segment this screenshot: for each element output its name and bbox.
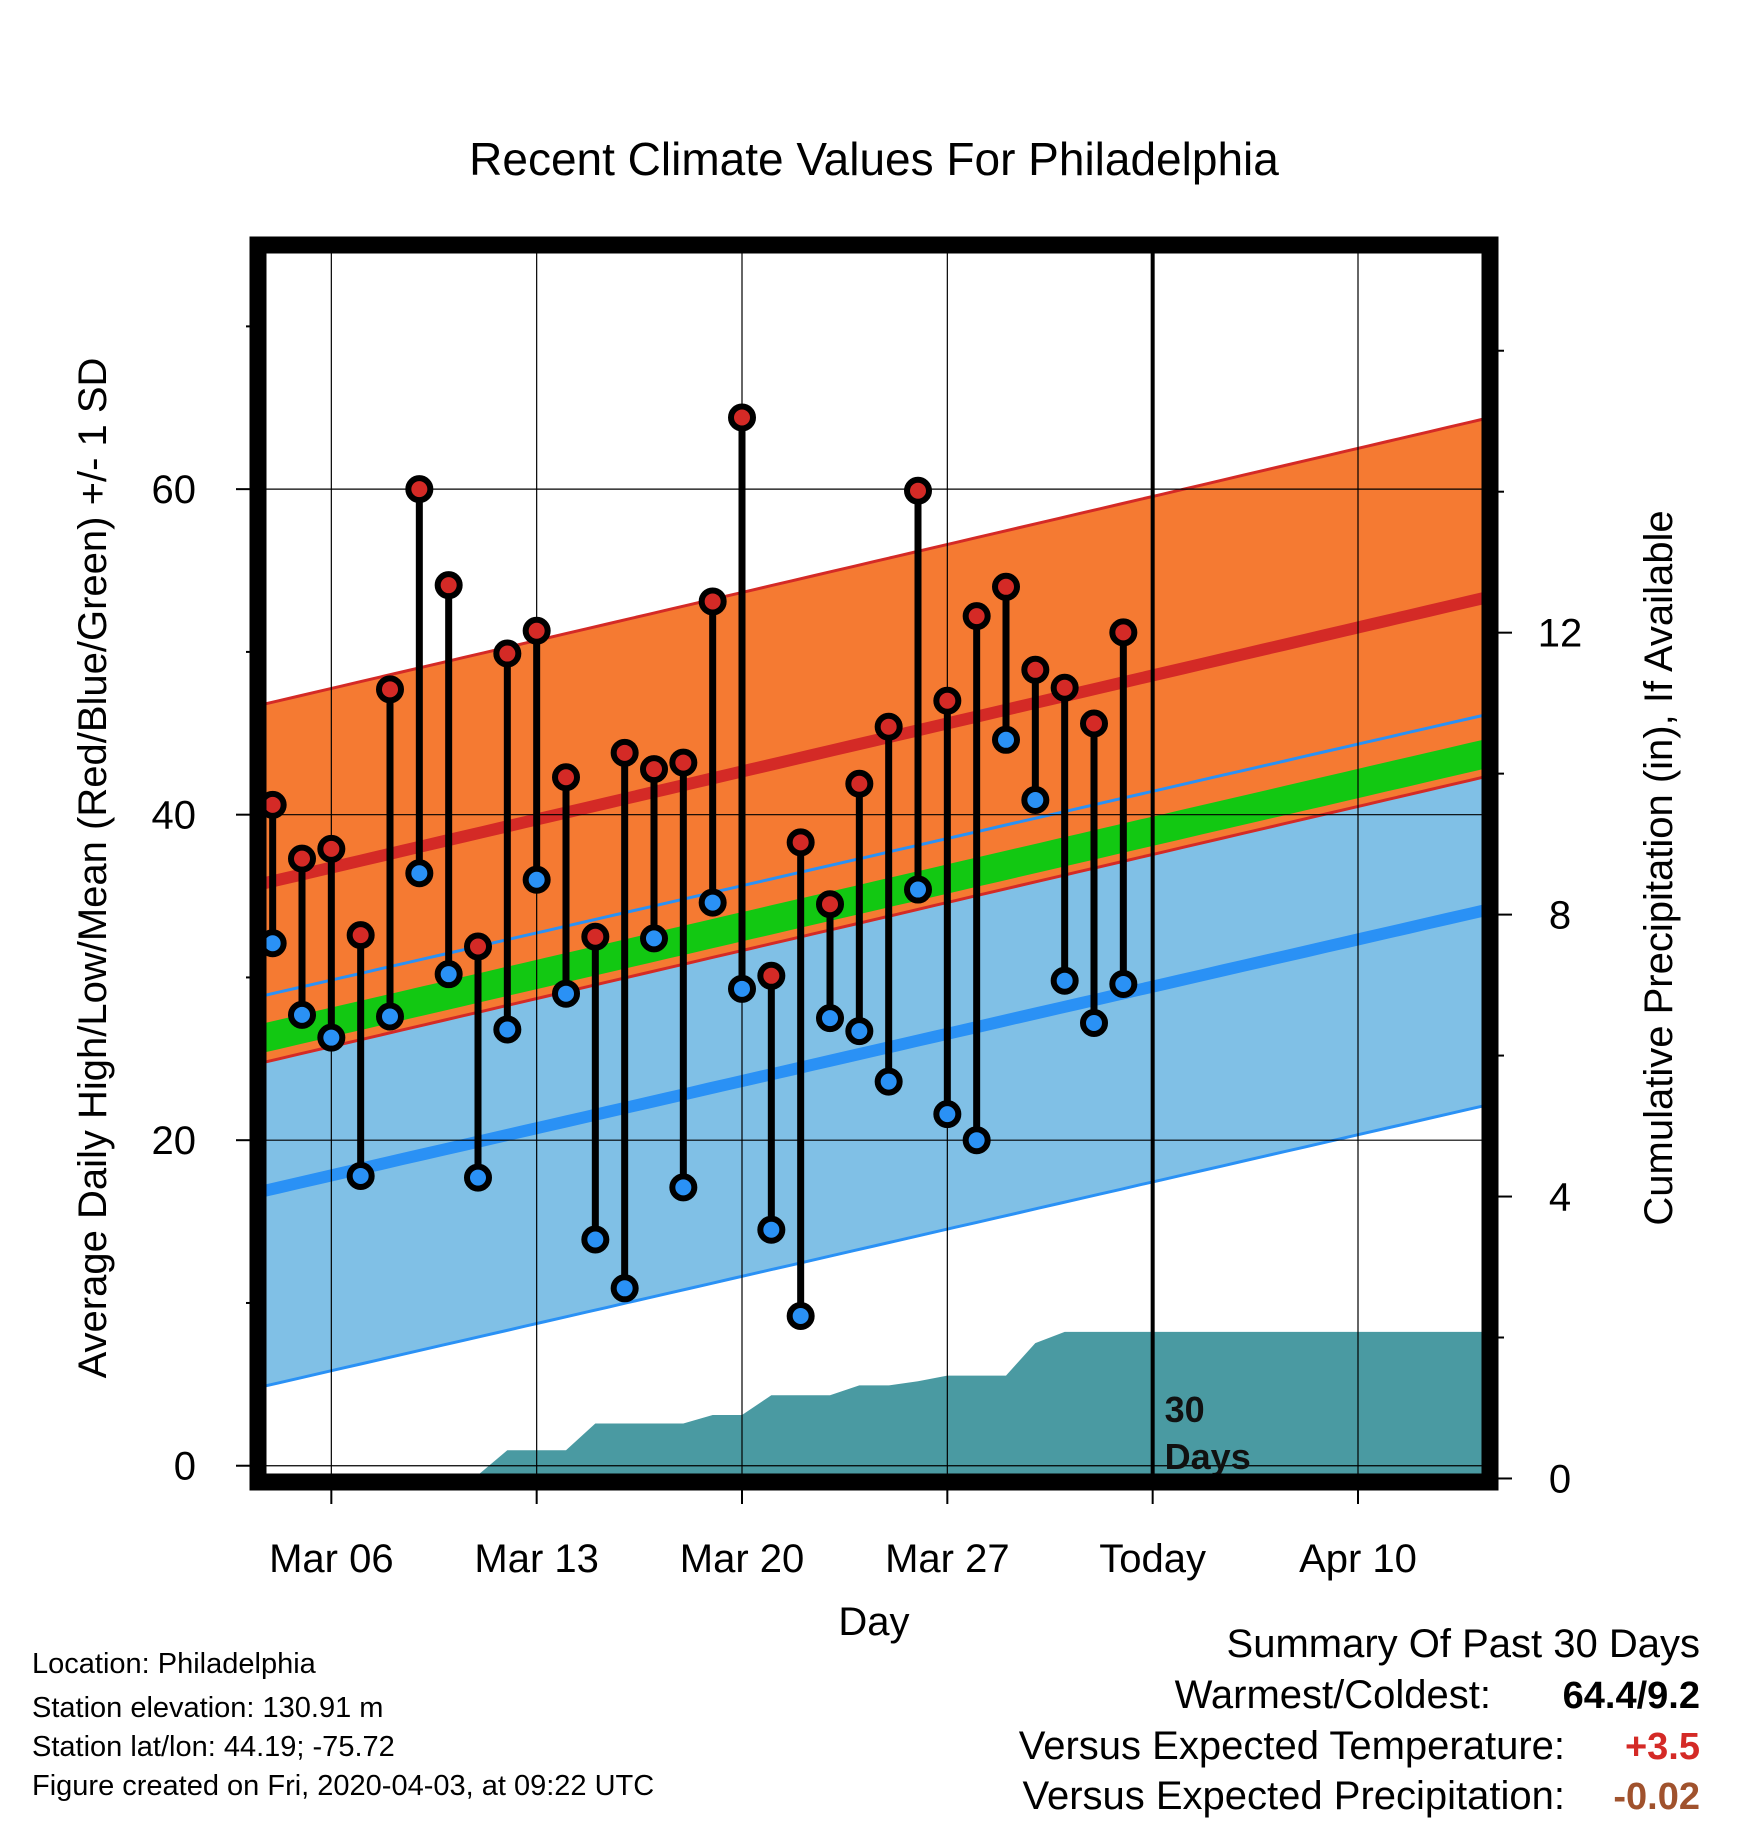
daily-low-point [1050,966,1079,995]
daily-high-point [874,712,903,741]
daily-low-point [1109,969,1138,998]
daily-low-point [933,1100,962,1129]
y2-tick-label: 4 [1549,1176,1571,1220]
daily-high-point [522,616,551,645]
daily-high-point [698,587,727,616]
daily-low-point [346,1162,375,1191]
y2-tick-label: 8 [1549,894,1571,938]
daily-low-point [581,1225,610,1254]
footer-elevation: Station elevation: 130.91 m [32,1692,384,1724]
daily-low-point [464,1163,492,1192]
daily-high-point [786,828,815,857]
normal-low-lower-line [257,1102,1491,1390]
daily-low-point [698,888,727,917]
daily-high-point [1050,673,1079,702]
daily-low-point [816,1004,844,1033]
chart-title: Recent Climate Values For Philadelphia [469,133,1279,185]
daily-low-point [1080,1009,1108,1038]
daily-high-point [346,921,375,950]
daily-low-point [757,1215,786,1244]
y-tick-label: 0 [174,1445,196,1489]
daily-low-point [728,974,756,1003]
y2-axis-label: Cumulative Precipitation (in), If Availa… [1637,510,1681,1225]
daily-high-point [728,403,756,432]
summary-precip-value: -0.02 [1613,1776,1700,1818]
daily-high-point [962,602,991,631]
daily-low-point [786,1301,815,1330]
y-tick-label: 20 [152,1119,197,1163]
x-tick-label: Mar 27 [885,1537,1010,1581]
daily-high-point [904,476,932,505]
daily-high-point [1109,618,1138,647]
daily-low-point [552,979,580,1008]
daily-low-point [317,1023,346,1052]
summary-temp-label: Versus Expected Temperature: [1018,1724,1565,1768]
y2-tick-label: 12 [1538,612,1583,656]
daily-high-point [669,748,698,777]
daily-low-point [904,875,932,904]
plot-frame [249,236,1499,1491]
daily-low-point [610,1274,639,1303]
daily-low-point [493,1015,522,1044]
daily-low-point [1021,786,1050,815]
x-tick-label: Mar 06 [269,1537,394,1581]
daily-high-point [757,961,786,990]
precip-area [258,1331,1490,1479]
daily-high-point [816,890,844,919]
normal-high-upper-line [257,416,1491,708]
x-tick-label: Today [1099,1537,1206,1581]
normal-low-upper-line [257,712,1491,999]
daily-low-point [288,1000,316,1029]
daily-low-point [376,1002,404,1031]
daily-high-point [464,932,492,961]
daily-low-point [845,1017,874,1046]
y-tick-label: 40 [152,794,197,838]
normal-low-line [256,903,1492,1199]
footer-latlon: Station lat/lon: 44.19; -75.72 [32,1731,395,1763]
normal-high-lower-line [257,774,1491,1066]
daily-low-point [405,859,434,888]
footer-location: Location: Philadelphia [32,1648,316,1680]
y-axis-label: Average Daily High/Low/Mean (Red/Blue/Gr… [71,358,115,1379]
y-tick-label: 60 [152,468,197,512]
daily-low-point [640,924,668,953]
daily-low-point [962,1126,991,1155]
daily-high-point [434,571,463,600]
summary-title: Summary Of Past 30 Days [1226,1622,1700,1666]
daily-high-point [317,834,346,863]
x-tick-label: Apr 10 [1299,1537,1417,1581]
daily-low-point [434,960,463,989]
footer-created: Figure created on Fri, 2020-04-03, at 09… [32,1770,655,1802]
summary-temp-value: +3.5 [1624,1726,1700,1768]
daily-high-point [288,844,316,873]
daily-high-point [405,475,434,504]
normal-high-line [256,590,1492,891]
daily-low-point [992,725,1020,754]
daily-high-point [1080,709,1108,738]
daily-high-point [992,572,1020,601]
daily-high-point [552,763,580,792]
daily-high-point [581,922,610,951]
daily-low-point [669,1173,698,1202]
daily-low-point [522,865,551,894]
summary-warm-value: 64.4/9.2 [1562,1675,1700,1717]
x-tick-label: Mar 13 [474,1537,599,1581]
daily-high-point [610,738,639,767]
plot-area: 30 Days [256,245,1492,1482]
x-axis-label: Day [838,1600,909,1644]
x-tick-label: Mar 20 [680,1537,805,1581]
daily-high-point [1021,655,1050,684]
daily-low-point [874,1067,903,1096]
daily-high-point [845,769,874,798]
daily-high-point [376,675,404,704]
daily-high-point [640,755,668,784]
summary-precip-label: Versus Expected Precipitation: [1022,1774,1565,1818]
y2-tick-label: 0 [1549,1457,1571,1501]
daily-high-point [933,686,962,715]
summary-warm-label: Warmest/Coldest: [1174,1673,1491,1717]
axes: 0 20 40 60 0 4 8 12 Mar 06 Mar 13 Mar 20 Mar 27 Toda… [152,236,1583,1581]
today-days-label: 30 Days [1165,1389,1251,1477]
daily-high-point [493,639,522,668]
